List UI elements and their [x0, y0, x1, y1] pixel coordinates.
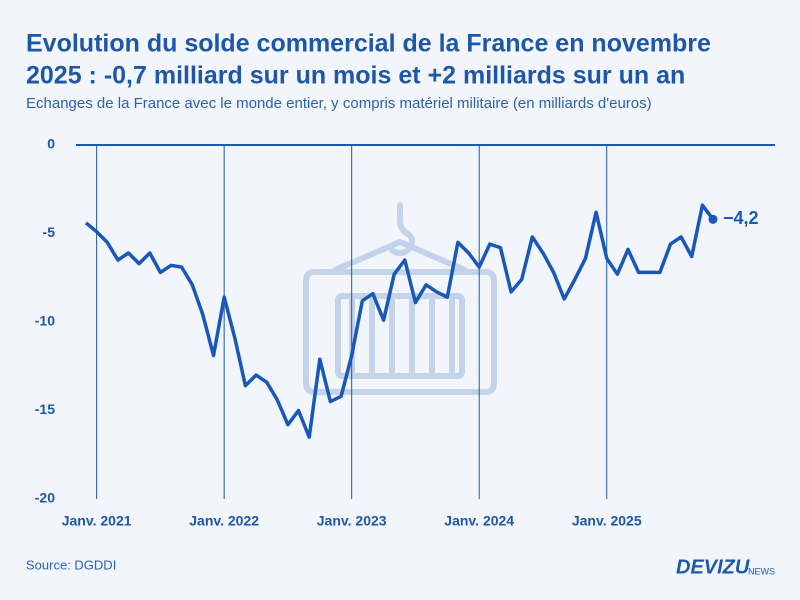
x-tick-label: Janv. 2021: [62, 513, 132, 529]
line: [84, 203, 715, 439]
y-tick-label: -20: [35, 490, 55, 506]
chart-title: Evolution du solde commercial de la Fran…: [26, 30, 711, 58]
watermark-icon: [303, 202, 497, 395]
chart-title: 2025 : -0,7 milliard sur un mois et +2 m…: [26, 62, 685, 90]
brand-suffix: NEWS: [748, 566, 775, 576]
chart-subtitle: Echanges de la France avec le monde enti…: [26, 95, 652, 112]
x-tick-label: Janv. 2023: [317, 513, 387, 529]
x-tick-label: Janv. 2024: [444, 513, 514, 529]
value-label: −4,2: [723, 208, 759, 228]
end-point: [708, 214, 718, 224]
y-tick-label: -10: [35, 313, 55, 329]
y-tick-label: 0: [47, 136, 55, 152]
x-tick-label: Janv. 2022: [189, 513, 259, 529]
source: Source: DGDDI: [26, 557, 116, 572]
y-tick-label: -15: [35, 401, 55, 417]
y-tick-label: -5: [43, 224, 56, 240]
brand: DEVIZU: [676, 556, 750, 578]
x-tick-label: Janv. 2025: [572, 513, 642, 529]
